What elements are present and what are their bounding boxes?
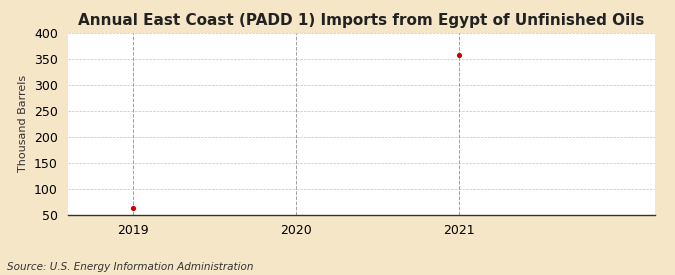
Text: Source: U.S. Energy Information Administration: Source: U.S. Energy Information Administ… [7, 262, 253, 272]
Point [454, 53, 464, 57]
Y-axis label: Thousand Barrels: Thousand Barrels [18, 75, 28, 172]
Point [128, 205, 138, 210]
Title: Annual East Coast (PADD 1) Imports from Egypt of Unfinished Oils: Annual East Coast (PADD 1) Imports from … [78, 13, 645, 28]
